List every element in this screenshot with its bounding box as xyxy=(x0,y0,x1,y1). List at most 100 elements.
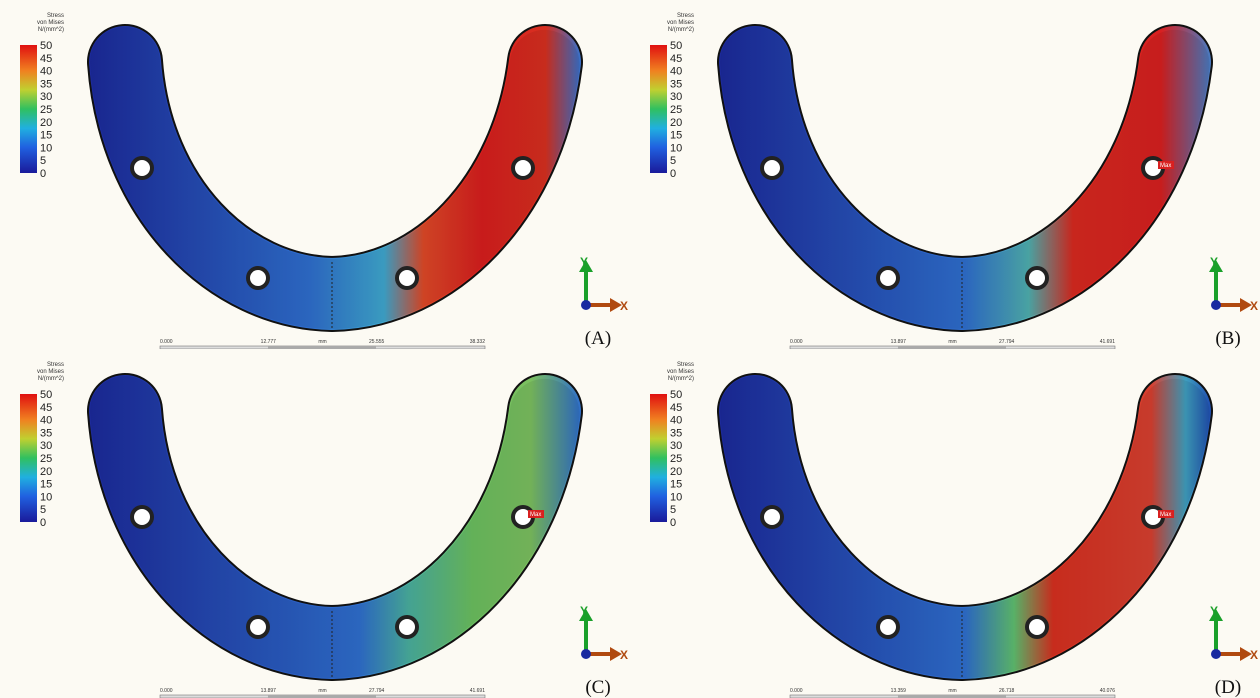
legend-tick-label: 5 xyxy=(670,155,676,167)
color-bar xyxy=(20,45,37,173)
scale-label: mm xyxy=(948,339,956,345)
legend-tick-label: 5 xyxy=(40,155,46,167)
scale-bar-segment xyxy=(268,346,376,349)
legend-tick-label: 35 xyxy=(40,427,52,439)
scale-label: 13.897 xyxy=(891,339,907,345)
scale-label: 40.076 xyxy=(1100,688,1116,694)
scale-label: 12.777 xyxy=(261,339,277,345)
legend-tick-label: 50 xyxy=(670,389,682,401)
implant-hole xyxy=(880,619,896,635)
scale-label: 0.000 xyxy=(790,339,803,345)
y-axis-label: Y xyxy=(1210,604,1218,618)
x-axis-label: X xyxy=(1250,299,1258,313)
y-axis-label: Y xyxy=(580,604,588,618)
scale-label: mm xyxy=(318,688,326,694)
panel-label: (B) xyxy=(1215,328,1240,349)
legend-tick-label: 50 xyxy=(40,40,52,52)
legend-tick-label: 45 xyxy=(40,402,52,414)
implant-hole xyxy=(399,270,415,286)
legend-title: von Mises xyxy=(37,20,64,26)
figure: Stressvon MisesN/(mm^2)50454035302520151… xyxy=(0,0,1260,698)
panel: MaxStressvon MisesN/(mm^2)50454035302520… xyxy=(0,349,630,698)
legend-tick-label: 45 xyxy=(40,53,52,65)
legend-tick-label: 20 xyxy=(670,466,682,478)
legend-tick-label: 50 xyxy=(670,40,682,52)
origin-dot xyxy=(581,649,591,659)
legend-tick-label: 30 xyxy=(670,440,682,452)
scale-label: 0.000 xyxy=(160,688,173,694)
legend-title: von Mises xyxy=(37,369,64,375)
origin-dot xyxy=(1211,649,1221,659)
legend-title: Stress xyxy=(677,362,694,368)
legend-tick-label: 15 xyxy=(40,479,52,491)
legend-tick-label: 30 xyxy=(40,440,52,452)
legend-tick-label: 20 xyxy=(40,466,52,478)
implant-hole xyxy=(1029,270,1045,286)
implant-hole xyxy=(250,619,266,635)
x-axis-label: X xyxy=(620,299,628,313)
scale-label: mm xyxy=(318,339,326,345)
legend-tick-label: 50 xyxy=(40,389,52,401)
scale-label: 0.000 xyxy=(160,339,173,345)
scale-label: 0.000 xyxy=(790,688,803,694)
legend-tick-label: 15 xyxy=(670,130,682,142)
origin-dot xyxy=(581,300,591,310)
implant-hole xyxy=(764,509,780,525)
legend-tick-label: 15 xyxy=(40,130,52,142)
legend-title: N/(mm^2) xyxy=(668,27,694,33)
legend-tick-label: 25 xyxy=(40,104,52,116)
color-bar xyxy=(20,394,37,522)
legend-tick-label: 30 xyxy=(40,91,52,103)
legend-tick-label: 10 xyxy=(670,491,682,503)
legend-tick-label: 35 xyxy=(40,78,52,90)
color-bar xyxy=(650,45,667,173)
legend-tick-label: 20 xyxy=(670,117,682,129)
legend-tick-label: 20 xyxy=(40,117,52,129)
max-tag: Max xyxy=(1160,163,1171,169)
scale-label: 26.718 xyxy=(999,688,1015,694)
legend-title: Stress xyxy=(677,13,694,19)
implant-hole xyxy=(515,160,531,176)
panel-label: (A) xyxy=(585,328,611,349)
implant-hole xyxy=(399,619,415,635)
scale-label: 41.691 xyxy=(1100,339,1116,345)
legend-tick-label: 5 xyxy=(670,504,676,516)
scale-label: 27.794 xyxy=(369,688,385,694)
legend-tick-label: 0 xyxy=(670,517,676,529)
legend-tick-label: 0 xyxy=(670,168,676,180)
scale-label: mm xyxy=(948,688,956,694)
legend-tick-label: 15 xyxy=(670,479,682,491)
legend-tick-label: 25 xyxy=(670,453,682,465)
legend-tick-label: 35 xyxy=(670,78,682,90)
implant-hole xyxy=(1029,619,1045,635)
x-axis-label: X xyxy=(1250,648,1258,662)
legend-title: N/(mm^2) xyxy=(38,376,64,382)
implant-hole xyxy=(134,509,150,525)
scale-label: 27.794 xyxy=(999,339,1015,345)
x-axis-label: X xyxy=(620,648,628,662)
scale-bar-segment xyxy=(898,346,1006,349)
legend-tick-label: 0 xyxy=(40,517,46,529)
max-tag: Max xyxy=(530,512,541,518)
legend-tick-label: 40 xyxy=(670,66,682,78)
legend-tick-label: 45 xyxy=(670,402,682,414)
legend-tick-label: 10 xyxy=(670,142,682,154)
y-axis-label: Y xyxy=(580,255,588,269)
legend-tick-label: 10 xyxy=(40,142,52,154)
implant-hole xyxy=(764,160,780,176)
implant-hole xyxy=(880,270,896,286)
legend-title: N/(mm^2) xyxy=(38,27,64,33)
legend-title: von Mises xyxy=(667,20,694,26)
legend-tick-label: 40 xyxy=(40,66,52,78)
scale-label: 13.359 xyxy=(891,688,907,694)
scale-label: 25.555 xyxy=(369,339,385,345)
legend-tick-label: 5 xyxy=(40,504,46,516)
legend-title: Stress xyxy=(47,13,64,19)
color-bar xyxy=(650,394,667,522)
implant-hole xyxy=(250,270,266,286)
y-axis-label: Y xyxy=(1210,255,1218,269)
legend-tick-label: 35 xyxy=(670,427,682,439)
legend-tick-label: 40 xyxy=(40,415,52,427)
panel-label: (D) xyxy=(1215,677,1241,698)
